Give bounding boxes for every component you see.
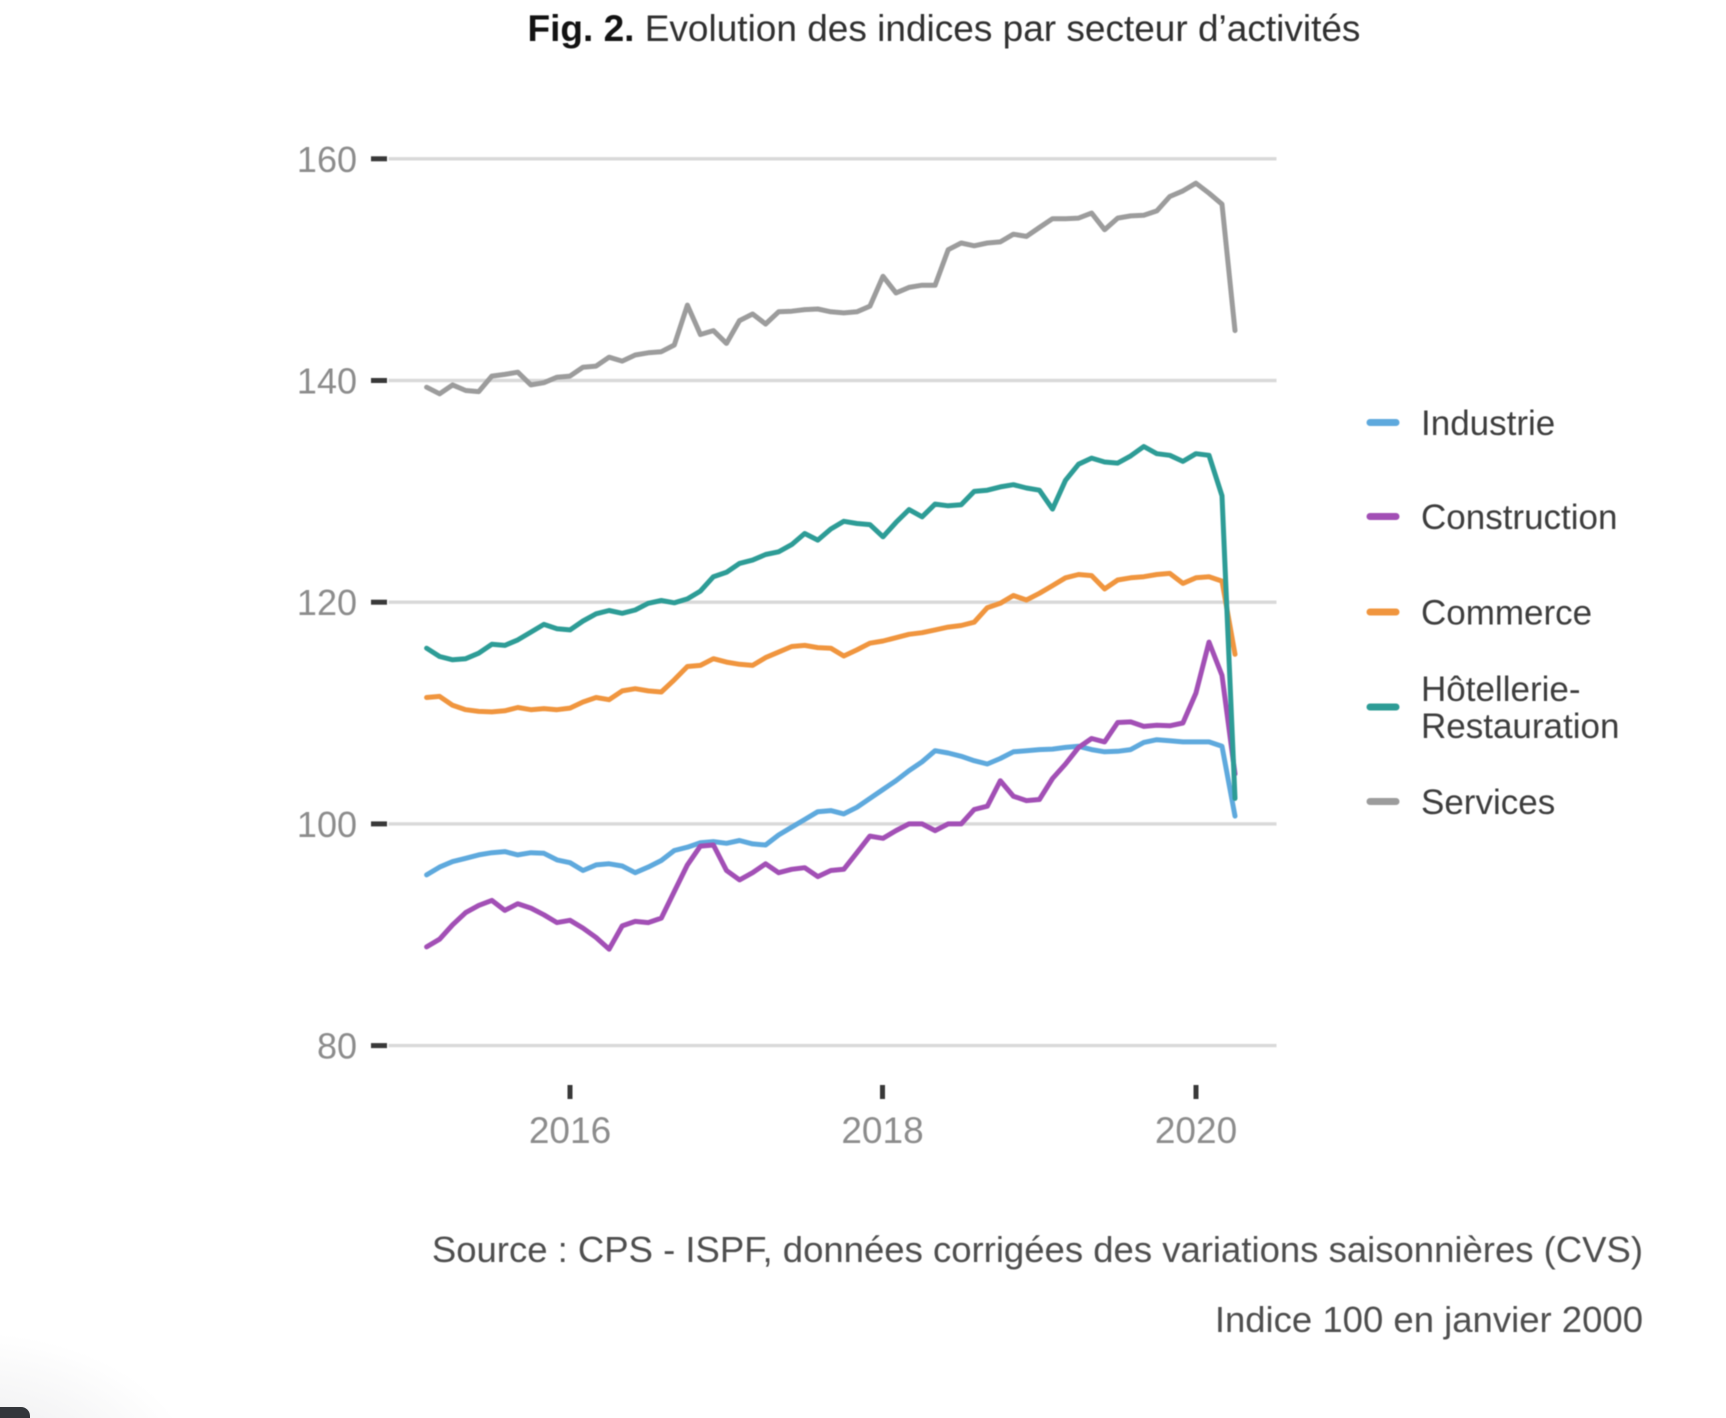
svg-text:120: 120: [297, 582, 357, 623]
svg-text:Industrie: Industrie: [1421, 404, 1555, 443]
svg-text:Source : CPS - ISPF, données c: Source : CPS - ISPF, données corrigées d…: [432, 1229, 1643, 1270]
svg-text:Commerce: Commerce: [1421, 594, 1592, 633]
svg-text:80: 80: [317, 1026, 357, 1067]
svg-text:Fig. 2. Evolution des indices: Fig. 2. Evolution des indices par secteu…: [528, 8, 1361, 49]
svg-text:140: 140: [297, 361, 357, 402]
svg-text:100: 100: [297, 804, 357, 845]
svg-text:Indice 100 en janvier 2000: Indice 100 en janvier 2000: [1215, 1299, 1643, 1340]
svg-text:Restauration: Restauration: [1421, 707, 1619, 746]
svg-text:2016: 2016: [529, 1110, 611, 1151]
svg-text:Construction: Construction: [1421, 498, 1617, 537]
svg-text:Services: Services: [1421, 783, 1555, 822]
svg-text:2020: 2020: [1155, 1110, 1237, 1151]
svg-text:160: 160: [297, 139, 357, 180]
svg-text:Hôtellerie-: Hôtellerie-: [1421, 670, 1581, 709]
svg-text:2018: 2018: [841, 1110, 923, 1151]
